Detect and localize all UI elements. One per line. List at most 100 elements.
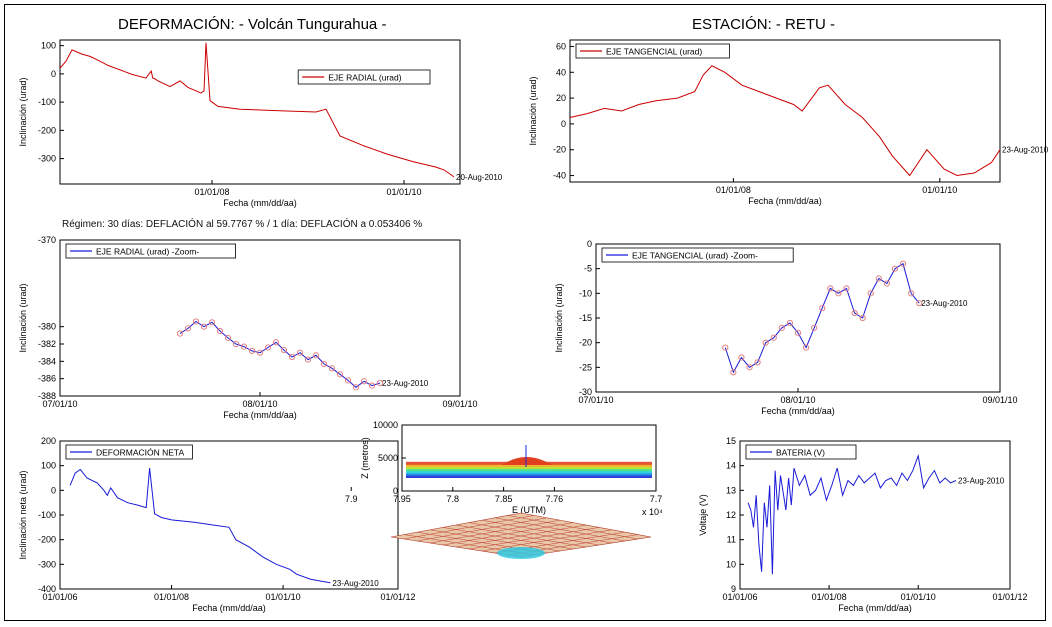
x-tick-label: 7.9 [345, 494, 358, 504]
regime-text: Régimen: 30 días: DEFLACIÓN al 59.7767 %… [62, 219, 423, 230]
y-tick-label: 11 [727, 535, 736, 545]
data-point [320, 360, 328, 368]
data-point [192, 318, 200, 325]
y-tick-label: 14 [726, 461, 736, 471]
y-tick-label: -25 [579, 362, 592, 372]
x-tick-label: 01/01/10 [922, 185, 957, 195]
data-point [208, 319, 216, 326]
data-point [176, 330, 184, 337]
y-tick-label: 100 [41, 41, 56, 51]
y-tick-label: 0 [393, 486, 398, 496]
y-tick-label: 0 [51, 69, 56, 79]
y-tick-label: -100 [38, 97, 56, 107]
x-tick-label: 07/01/10 [578, 395, 613, 405]
data-point [264, 344, 272, 351]
series-line [179, 320, 381, 388]
mesh-depression [497, 547, 545, 559]
data-point [794, 329, 802, 336]
legend-box [65, 243, 237, 259]
data-point [722, 344, 729, 351]
plot-area [59, 39, 461, 185]
mesh-surface [390, 512, 652, 558]
data-point [288, 353, 296, 361]
mesh-line [468, 522, 600, 546]
data-point [328, 365, 336, 372]
data-point [802, 344, 810, 351]
y-tick-label: 15 [726, 436, 736, 446]
x-tick-label: 7.7 [650, 494, 663, 504]
y-tick-label: 13 [726, 485, 736, 495]
data-point [312, 352, 320, 359]
legend-label: EJE TANGENCIAL (urad) [606, 47, 702, 57]
data-point [304, 356, 312, 363]
right-title: ESTACIÓN: - RETU - [692, 16, 836, 33]
data-point [376, 379, 384, 387]
legend-box [575, 43, 730, 59]
data-point [280, 346, 288, 354]
y-axis-label: Voltaje (V) [698, 494, 708, 536]
y-tick-label: -370 [38, 235, 56, 245]
surface-band [406, 472, 652, 476]
data-point [216, 327, 224, 335]
y-tick-label: 60 [556, 41, 566, 51]
data-point [762, 339, 769, 346]
end-date-label: 23-Aug-2010 [382, 379, 429, 388]
data-point [875, 275, 882, 282]
data-point [240, 343, 248, 350]
data-point [224, 334, 232, 342]
data-point [272, 339, 280, 346]
mesh-line [468, 527, 600, 550]
y-tick-label: -40 [553, 171, 566, 181]
mesh-line [494, 517, 626, 542]
y-tick-label: 100 [41, 461, 56, 471]
data-point [738, 354, 745, 361]
series-line [747, 453, 957, 575]
end-date-label: 23-Aug-2010 [332, 579, 379, 588]
y-axis-label: Z (metros) [360, 437, 370, 479]
legend-box [601, 247, 794, 263]
x-axis-label: Fecha (mm/dd/aa) [192, 603, 266, 613]
x-tick-label: 7.95 [393, 494, 411, 504]
data-point [811, 324, 818, 331]
y-tick-label: -30 [579, 387, 592, 397]
data-point [819, 305, 826, 312]
data-point [360, 378, 368, 385]
data-point [891, 265, 899, 272]
legend-box [65, 444, 193, 460]
data-point [344, 377, 352, 384]
series-line [724, 262, 920, 374]
mesh-line [455, 524, 587, 548]
legend-label: EJE RADIAL (urad) [328, 73, 402, 83]
x-tick-label: 08/01/10 [780, 395, 815, 405]
y-tick-label: -300 [38, 154, 56, 164]
left-title: DEFORMACIÓN: - Volcán Tungurahua - [118, 16, 387, 33]
data-point [352, 384, 360, 391]
data-point [754, 359, 761, 366]
x-tick-label: 7.76 [546, 494, 564, 504]
y-tick-label: -20 [553, 145, 566, 155]
end-date-label: 23-Aug-2010 [958, 476, 1005, 485]
y-tick-label: -382 [38, 339, 56, 349]
y-axis-label: Inclinación (urad) [18, 283, 28, 352]
data-point [256, 349, 264, 356]
legend-label: EJE TANGENCIAL (urad) -Zoom- [632, 251, 758, 261]
x-tick-label: 07/01/10 [42, 399, 77, 409]
data-point [730, 369, 737, 376]
data-point [368, 382, 376, 389]
x-multiplier: x 10⁴ [642, 507, 663, 517]
x-axis-label: Fecha (mm/dd/aa) [223, 198, 297, 208]
y-tick-label: -384 [38, 356, 56, 366]
data-point [296, 349, 304, 356]
y-tick-label: -20 [579, 338, 592, 348]
y-tick-label: 10000 [373, 420, 398, 430]
data-point [859, 314, 866, 322]
x-tick-label: 01/01/12 [992, 592, 1027, 602]
data-point [200, 323, 208, 330]
x-tick-label: 01/01/10 [266, 592, 301, 602]
surface-band [406, 464, 652, 467]
legend-label: EJE RADIAL (urad) -Zoom- [96, 247, 199, 257]
